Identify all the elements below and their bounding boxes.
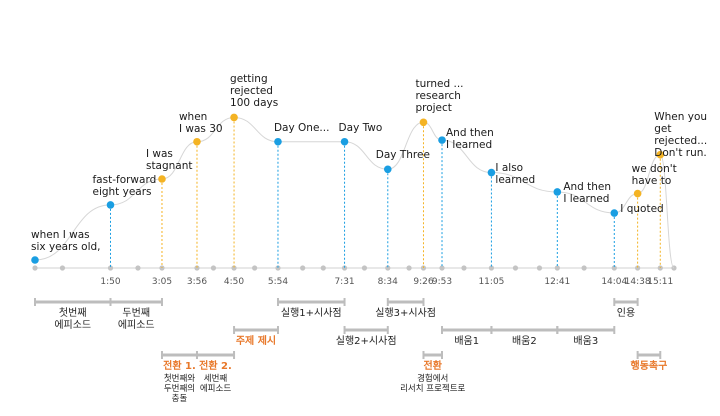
axis-dot bbox=[512, 265, 519, 271]
axis-dot bbox=[231, 265, 237, 271]
point-label: And then I learned bbox=[563, 180, 612, 205]
segment-label: 실행3+시사점 bbox=[375, 308, 436, 319]
axis-dot bbox=[275, 265, 281, 271]
tick-label: 7:31 bbox=[334, 277, 355, 287]
axis-dot bbox=[461, 265, 467, 271]
point-label: when I was six years old, bbox=[31, 229, 101, 253]
orange-point bbox=[230, 113, 238, 122]
axis-dot bbox=[341, 265, 348, 271]
axis-dot bbox=[385, 265, 391, 271]
orange-point bbox=[158, 175, 166, 183]
tick-label: 11:05 bbox=[478, 277, 505, 287]
segment-label: 인용 bbox=[616, 308, 636, 319]
axis-dot bbox=[581, 265, 587, 271]
point-label: When you get rejected... Don't run. bbox=[654, 110, 708, 159]
axis-dot bbox=[210, 265, 217, 271]
axis-dot bbox=[488, 265, 495, 271]
blue-point bbox=[274, 137, 282, 146]
tick-label: 3:56 bbox=[186, 277, 208, 287]
segment-label: 배움3 bbox=[573, 336, 599, 347]
point-label: turned ... research project bbox=[415, 78, 464, 115]
segment-label: 전환 1. bbox=[163, 361, 196, 372]
axis-dot bbox=[439, 265, 445, 271]
tick-label: 4:50 bbox=[223, 277, 245, 287]
orange-point bbox=[656, 150, 665, 159]
tick-label: 9:53 bbox=[431, 277, 453, 287]
point-label: I quoted bbox=[620, 203, 664, 216]
axis-dot bbox=[406, 265, 412, 271]
segment-label: 두번째 에피소드 bbox=[117, 308, 155, 331]
axis-dot bbox=[635, 265, 641, 271]
segment-label: 전환 2. bbox=[199, 361, 232, 372]
point-label: when I was 30 bbox=[178, 110, 223, 135]
tick-label: 12:41 bbox=[544, 277, 571, 287]
segment-label: 행동촉구 bbox=[630, 361, 668, 372]
axis-dot bbox=[252, 265, 258, 271]
axis-dot bbox=[611, 265, 617, 271]
segment-label: 배움1 bbox=[454, 336, 480, 347]
segment-label: 실행2+시사점 bbox=[335, 336, 397, 347]
orange-point bbox=[633, 189, 642, 198]
segment-label: 실행1+시사점 bbox=[280, 308, 342, 319]
point-label: Day Two bbox=[338, 121, 383, 134]
axis-dot bbox=[300, 265, 306, 271]
blue-point bbox=[610, 209, 619, 217]
orange-point bbox=[419, 118, 428, 127]
point-label: we don't have to bbox=[631, 162, 677, 187]
segment-sublabel: 경험에서 리서치 프로젝트로 bbox=[400, 374, 466, 394]
story-curve bbox=[34, 116, 675, 269]
axis-dot bbox=[135, 265, 141, 271]
blue-point bbox=[106, 201, 115, 209]
tick-label: 14:04 bbox=[601, 277, 628, 287]
tick-label: 1:50 bbox=[100, 277, 121, 287]
blue-point bbox=[383, 165, 392, 174]
axis-dot bbox=[361, 265, 368, 271]
segment-sublabel: 첫번째와 두번째의 충돌 bbox=[163, 374, 196, 404]
point-label: I was stagnant bbox=[145, 148, 193, 172]
point-label: Day Three bbox=[375, 149, 430, 162]
point-label: Day One... bbox=[273, 121, 330, 134]
tick-label: 3:05 bbox=[151, 277, 173, 287]
blue-point bbox=[31, 256, 39, 264]
point-label: I also learned bbox=[495, 161, 536, 186]
tick-label: 5:54 bbox=[267, 277, 289, 287]
tick-label: 14:38 bbox=[624, 277, 651, 287]
tick-label: 15:11 bbox=[647, 277, 674, 287]
point-label: fast-forward eight years bbox=[92, 173, 157, 198]
point-label: And then I learned bbox=[446, 127, 494, 152]
segment-label: 주제 제시 bbox=[235, 336, 277, 347]
axis-dot bbox=[107, 265, 114, 271]
axis-dot bbox=[320, 265, 326, 271]
axis-dot bbox=[194, 265, 200, 271]
tick-label: 8:34 bbox=[377, 277, 398, 287]
point-label: getting rejected 100 days bbox=[230, 73, 279, 110]
blue-point bbox=[340, 137, 349, 146]
axis-dot bbox=[536, 265, 543, 271]
segment-label: 배움2 bbox=[511, 336, 537, 347]
blue-point bbox=[553, 188, 562, 196]
tick-label: 9:26 bbox=[413, 277, 434, 287]
orange-point bbox=[193, 137, 201, 146]
segment-sublabel: 세번째 에피소드 bbox=[199, 374, 232, 394]
segment-label: 첫번째 에피소드 bbox=[54, 308, 92, 331]
axis-dot bbox=[32, 265, 38, 271]
blue-point bbox=[438, 136, 446, 144]
blue-point bbox=[487, 168, 496, 177]
segment-label: 전환 bbox=[423, 361, 442, 372]
axis-dot bbox=[59, 265, 66, 271]
